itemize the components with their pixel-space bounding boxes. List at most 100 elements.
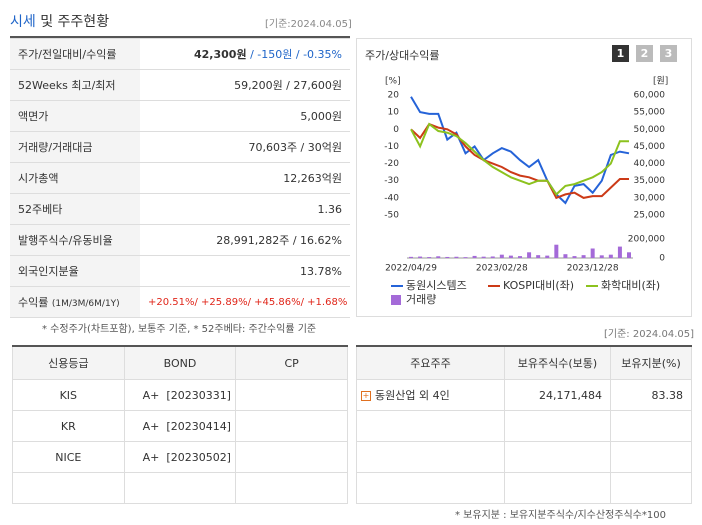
bond: A+ [20230414] xyxy=(123,410,237,442)
cell xyxy=(610,472,692,504)
x-tick-label: 2023/12/28 xyxy=(567,264,619,274)
bar xyxy=(572,256,577,258)
row-label: 거래량/거래대금 xyxy=(10,131,140,163)
cell xyxy=(504,472,611,504)
basis-date: [기준:2024.04.05] xyxy=(265,19,352,30)
legend-swatch xyxy=(391,295,401,305)
agency: KR xyxy=(12,410,125,442)
summary-table: 주가/전일대비/수익률 42,300원 / -150원 / -0.35% 52W… xyxy=(10,38,350,318)
bar xyxy=(427,257,432,258)
bond: A+ [20230331] xyxy=(123,379,237,411)
header: 신용등급 xyxy=(12,345,125,380)
bar xyxy=(463,257,468,258)
tick-label: 200,000 xyxy=(628,235,665,245)
legend-label: 화학대비(좌) xyxy=(601,279,660,292)
row-label: 발행주식수/유동비율 xyxy=(10,224,140,256)
legend-label: 거래량 xyxy=(406,293,436,306)
date: [20230414] xyxy=(166,419,231,433)
holder[interactable]: + 동원산업 외 4인 xyxy=(356,379,505,411)
bar xyxy=(472,255,477,258)
row-label: 52Weeks 최고/최저 xyxy=(10,69,140,101)
chart-tab[interactable]: 3 xyxy=(660,45,677,62)
date: [20230502] xyxy=(166,450,231,464)
tick-label: -20 xyxy=(384,159,399,169)
row-value: 5,000원 xyxy=(140,100,350,132)
bar xyxy=(627,252,631,258)
x-tick-label: 2022/04/29 xyxy=(385,264,437,274)
cp xyxy=(235,410,348,442)
row-value: +20.51%/ +25.89%/ +45.86%/ +1.68% xyxy=(140,286,350,318)
row-label: 52주베타 xyxy=(10,193,140,225)
rate: / -0.35% xyxy=(295,48,342,61)
tick-label: -30 xyxy=(384,176,399,186)
cp xyxy=(235,379,348,411)
cell xyxy=(235,472,348,504)
bar xyxy=(454,256,459,258)
line xyxy=(410,122,629,200)
header: 보유주식수(보통) xyxy=(504,345,611,380)
expand-icon[interactable]: + xyxy=(361,391,371,401)
label: 수익률 xyxy=(18,296,49,309)
bar xyxy=(508,255,513,258)
cell xyxy=(123,472,237,504)
bar xyxy=(436,256,441,258)
bar xyxy=(554,244,559,258)
legend-label: 동원시스템즈 xyxy=(406,279,467,292)
bar xyxy=(490,256,495,258)
cell xyxy=(504,410,611,442)
bar xyxy=(536,255,541,258)
bar xyxy=(418,256,423,258)
tick-label: -50 xyxy=(384,211,399,221)
y-axis-label: [%] xyxy=(385,77,401,87)
row-value: 1.36 xyxy=(140,193,350,225)
cell xyxy=(610,441,692,473)
rating-basis: [기준: 2024.04.05] xyxy=(604,329,695,340)
row-label: 주가/전일대비/수익률 xyxy=(10,38,140,70)
holders-table: 주요주주 보유주식수(보통) 보유지분(%) + 동원산업 외 4인 24,171,4… xyxy=(356,345,692,504)
cell xyxy=(356,472,505,504)
cell xyxy=(610,410,692,442)
row-label: 수익률 (1M/3M/6M/1Y) xyxy=(10,286,140,318)
grade: A+ xyxy=(142,450,160,464)
chart: 20 10 0 -10 -20 -30 -40 -50 60,000 55,000 50,000 45… xyxy=(384,76,668,307)
tick-label: 0 xyxy=(659,254,665,264)
bar xyxy=(545,255,550,258)
y2-axis-label: [원] xyxy=(653,76,668,87)
row-label: 액면가 xyxy=(10,100,140,132)
page-title: 시세 및 주주현황 xyxy=(10,11,109,31)
tick-label: 35,000 xyxy=(634,176,666,186)
line xyxy=(410,96,630,205)
row-value: 13.78% xyxy=(140,255,350,287)
agency: NICE xyxy=(12,441,125,473)
tick-label: -40 xyxy=(384,193,399,203)
row-value: 42,300원 / -150원 / -0.35% xyxy=(140,38,350,70)
tick-label: 30,000 xyxy=(634,193,666,203)
bar xyxy=(409,256,413,258)
grade: A+ xyxy=(142,419,160,433)
cp xyxy=(235,441,348,473)
tick-label: 20 xyxy=(388,91,400,101)
date: [20230331] xyxy=(166,388,231,402)
row-label: 외국인지분율 xyxy=(10,255,140,287)
shares: 24,171,484 xyxy=(504,379,611,411)
tick-label: 0 xyxy=(393,125,399,135)
bar xyxy=(608,254,613,258)
legend-label: KOSPI대비(좌) xyxy=(503,279,574,292)
tick-label: 10 xyxy=(388,108,400,118)
chart-tab[interactable]: 2 xyxy=(636,45,653,62)
header: 보유지분(%) xyxy=(610,345,692,380)
tick-label: 55,000 xyxy=(634,108,666,118)
title: 및 주주현황 xyxy=(40,14,110,30)
cell xyxy=(504,441,611,473)
bar xyxy=(563,254,568,258)
bar xyxy=(481,256,486,258)
tick-label: 45,000 xyxy=(634,142,666,152)
cell xyxy=(12,472,125,504)
chart-title: 주가/상대수익률 xyxy=(365,49,440,62)
chart-tab[interactable]: 1 xyxy=(612,45,629,62)
tick-label: 40,000 xyxy=(634,159,666,169)
line xyxy=(410,122,629,196)
